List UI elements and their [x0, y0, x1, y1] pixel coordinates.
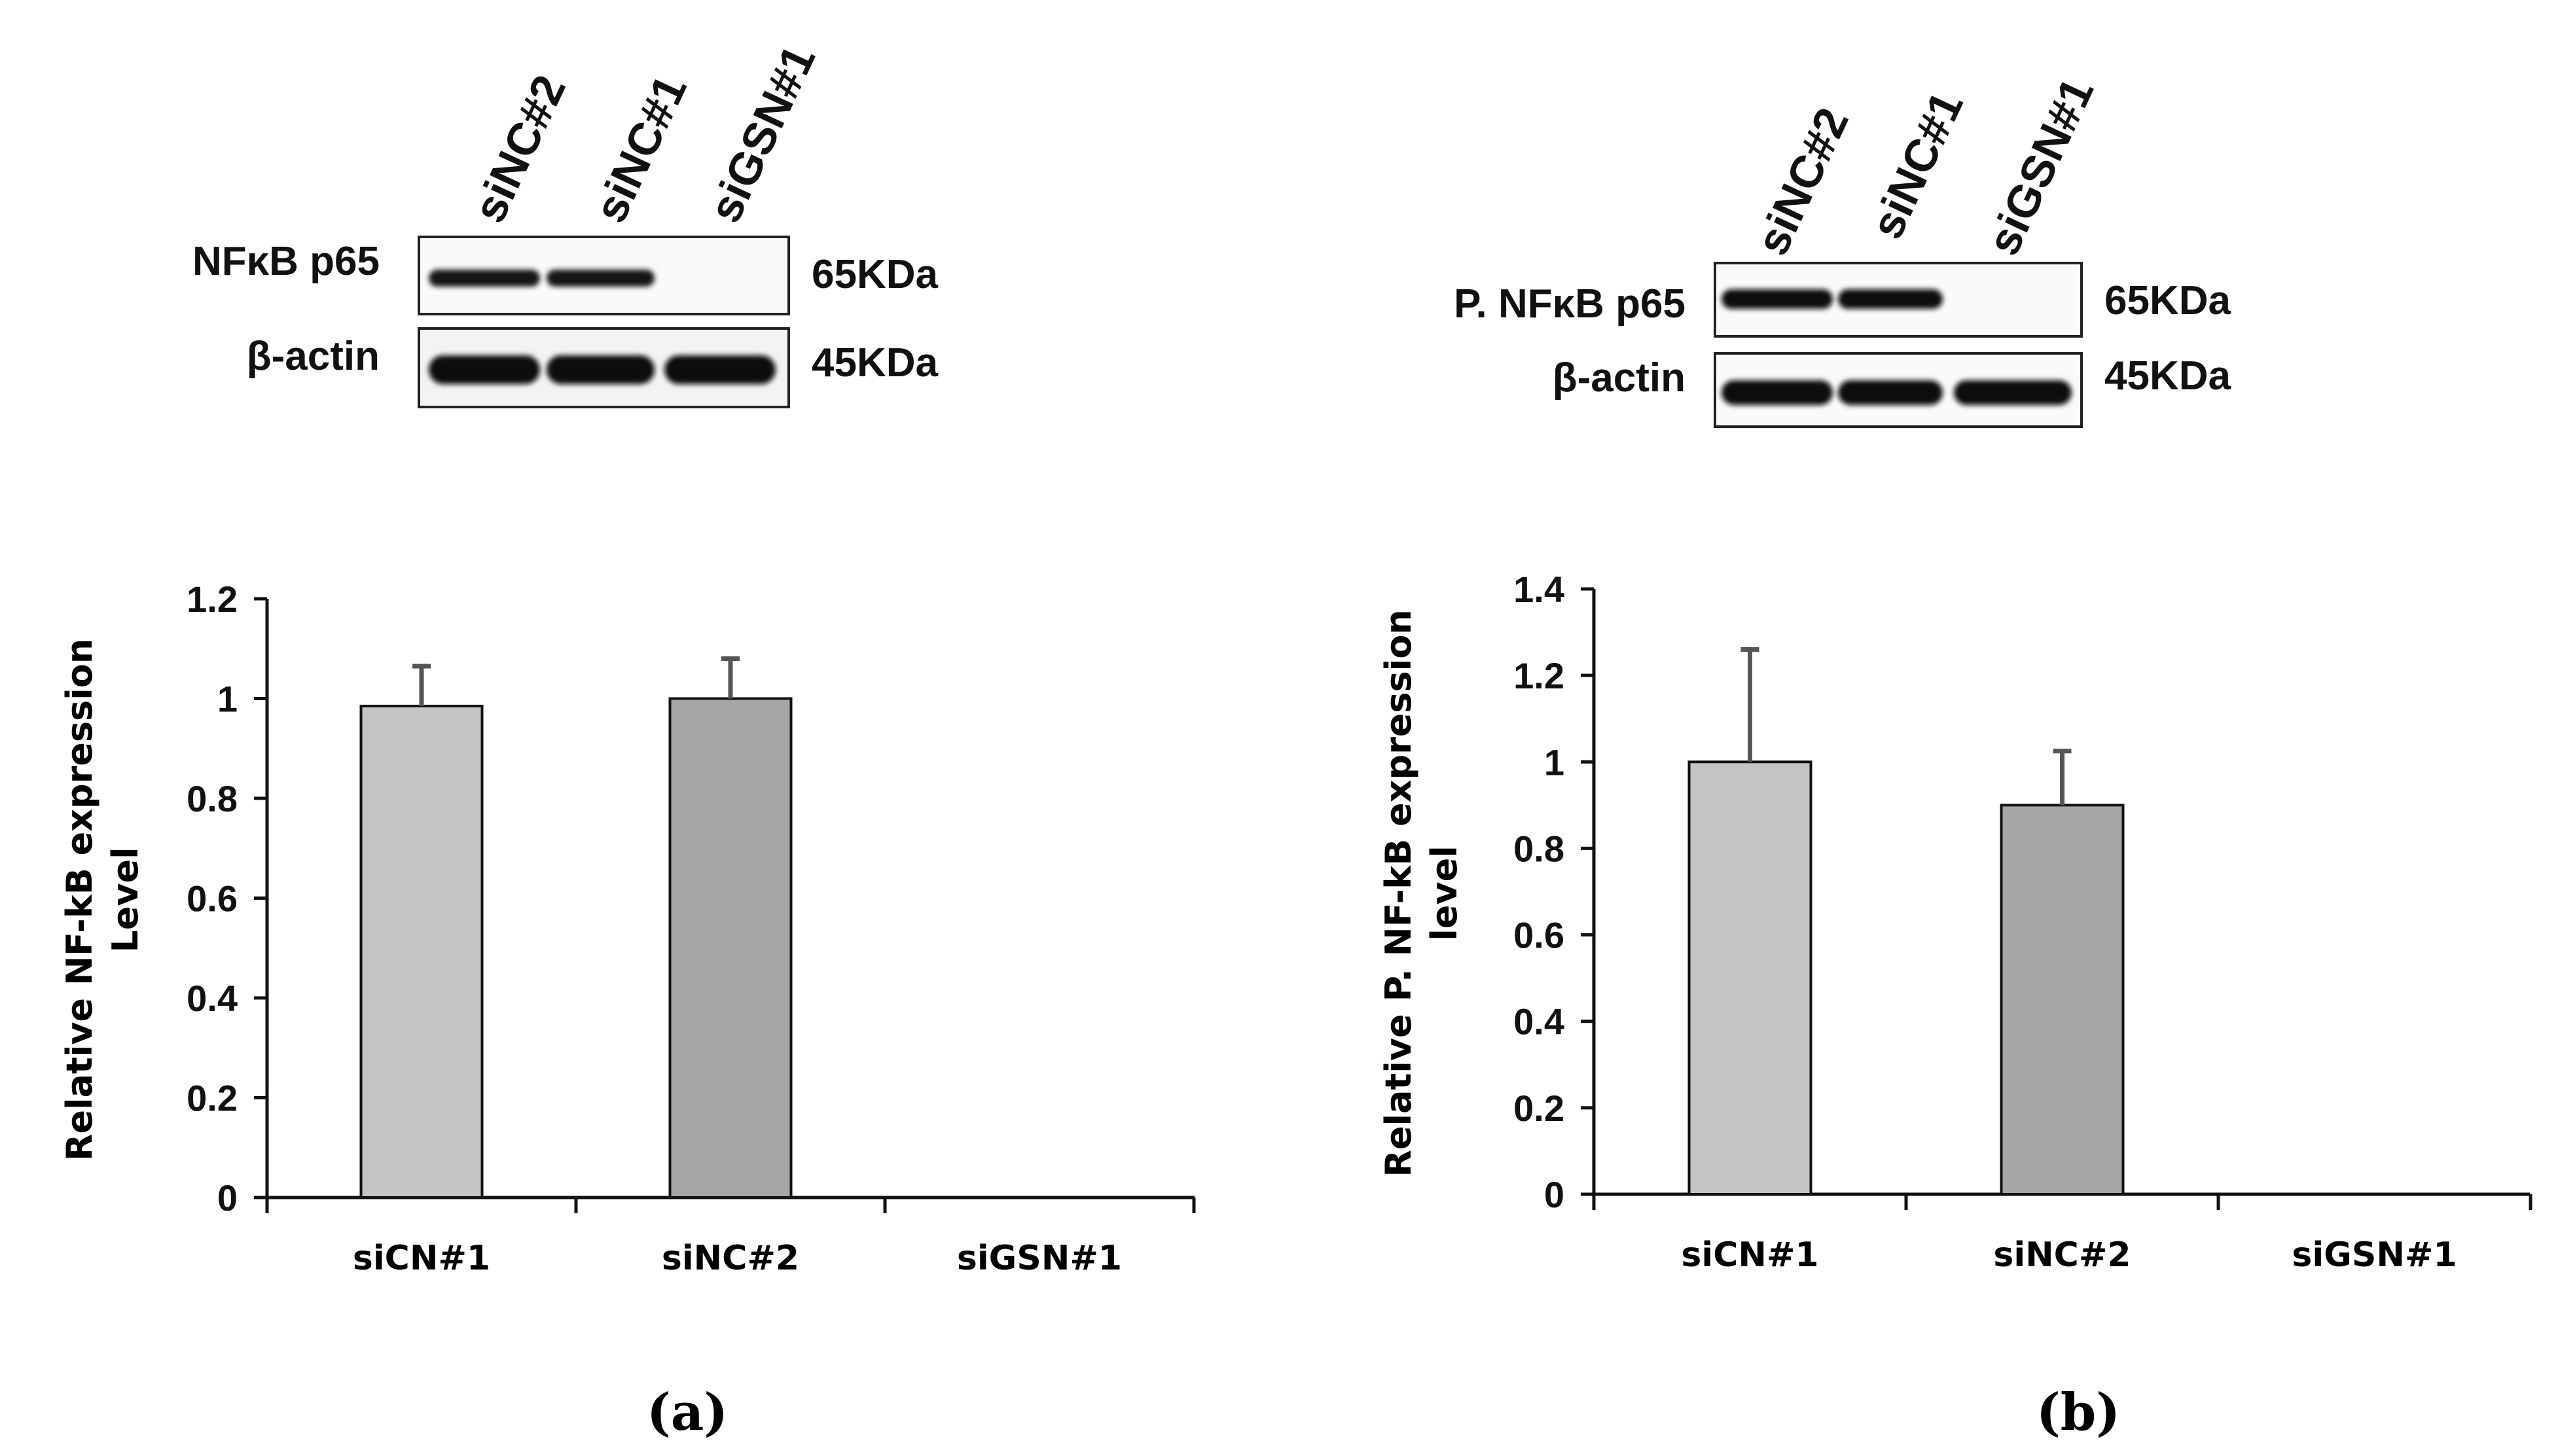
bar-chart-a: 0 0.2 0.4 0.6 0.8 1 1.2 siCN#1 siNC#2 siGSN#1 Rela… [59, 578, 1196, 1278]
y-tick-label: 0.2 [1513, 1088, 1564, 1129]
blot-band [1838, 289, 1943, 309]
blot-b: siNC#2 siNC#1 siGSN#1 P. NFκB p65 65KDa … [1454, 70, 2231, 428]
blot-band [429, 355, 540, 384]
blot-band [1722, 380, 1833, 405]
blot-b-size-label: 65KDa [2104, 278, 2231, 323]
blot-b-lane-label: siGSN#1 [1977, 70, 2103, 262]
y-tick-label: 1.4 [1513, 569, 1564, 610]
y-axis-title: Level [105, 847, 146, 952]
blot-band [547, 355, 655, 384]
blot-band [1838, 380, 1943, 405]
bar [2000, 804, 2125, 1196]
panel-caption: (a) [647, 1383, 728, 1442]
blot-band [1954, 380, 2072, 405]
blot-a-size-label: 45KDa [812, 340, 939, 385]
y-axis-title: Relative NF-kB expression [59, 639, 100, 1162]
x-category-label: siCN#1 [1681, 1235, 1818, 1275]
blot-b-protein-label: β-actin [1553, 355, 1686, 400]
blot-a-protein-label: NFκB p65 [192, 239, 380, 284]
y-tick-label: 0.6 [187, 878, 238, 919]
bar [1687, 760, 1812, 1196]
y-axis-title: level [1424, 845, 1465, 940]
blot-a-protein-label: β-actin [247, 334, 380, 379]
y-tick-label: 0.4 [187, 978, 238, 1019]
blot-b-lane-label: siNC#1 [1861, 84, 1973, 246]
blot-a-lane-label: siGSN#1 [699, 37, 825, 230]
blot-b-protein-label: P. NFκB p65 [1454, 281, 1686, 327]
y-tick-label: 0.8 [187, 778, 238, 819]
y-tick-label: 0.4 [1513, 1001, 1564, 1042]
y-tick-label: 1 [1544, 741, 1564, 783]
bar [668, 697, 793, 1199]
y-tick-label: 1 [217, 679, 238, 720]
y-tick-label: 1.2 [187, 578, 238, 620]
x-category-label: siNC#2 [1993, 1235, 2131, 1275]
y-tick-label: 0.8 [1513, 828, 1564, 869]
y-tick-label: 0 [1544, 1174, 1564, 1215]
y-tick-label: 0.6 [1513, 915, 1564, 956]
blot-band [429, 270, 540, 287]
bar-chart-b: 0 0.2 0.4 0.6 0.8 1 1.2 1.4 siCN#1 siNC#2 siGSN#1 R… [1378, 569, 2533, 1275]
blot-a-lane-label: siNC#1 [585, 67, 696, 230]
x-category-label: siGSN#1 [957, 1239, 1122, 1278]
y-tick-label: 0.2 [187, 1078, 238, 1119]
blot-band [547, 270, 655, 287]
y-axis-title: Relative P. NF-kB expression [1378, 609, 1419, 1177]
blot-a-lane-label: siNC#2 [463, 67, 575, 230]
blot-a-size-label: 65KDa [812, 252, 939, 297]
y-tick-label: 0 [217, 1177, 238, 1218]
panel-caption: (b) [2036, 1383, 2120, 1442]
blot-a: siNC#2 siNC#1 siGSN#1 NFκB p65 65KDa β-a… [192, 37, 939, 408]
x-category-label: siCN#1 [353, 1239, 490, 1278]
blot-b-size-label: 45KDa [2104, 353, 2231, 399]
blot-band [664, 355, 776, 384]
bar [359, 704, 484, 1199]
blot-band [1722, 289, 1833, 309]
x-category-label: siNC#2 [662, 1239, 799, 1278]
blot-b-lane-label: siNC#2 [1746, 100, 1858, 262]
x-category-label: siGSN#1 [2292, 1235, 2457, 1275]
y-tick-label: 1.2 [1513, 655, 1564, 696]
